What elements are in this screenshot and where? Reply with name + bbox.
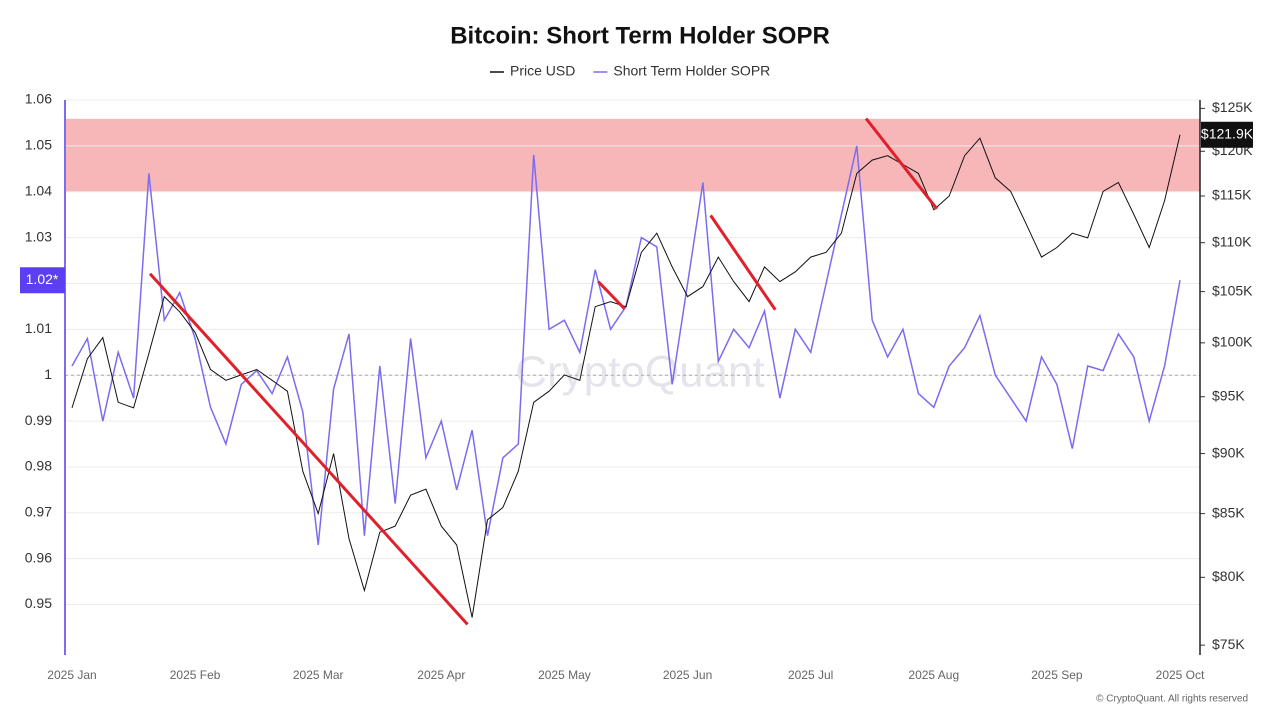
y-tick-label: 1.06	[25, 91, 52, 107]
y2-tick-label: $110K	[1212, 233, 1252, 249]
x-tick-label: 2025 Jan	[47, 668, 96, 682]
trend-line	[148, 272, 469, 626]
y2-marker	[1201, 121, 1253, 148]
y-tick-label: 1.03	[25, 228, 52, 244]
y-tick-label: 1.01	[25, 320, 52, 336]
x-tick-label: 2025 Aug	[908, 668, 959, 682]
x-tick-label: 2025 Mar	[293, 668, 344, 682]
y-tick-label: 0.98	[25, 458, 52, 474]
y-tick-label: 1.05	[25, 137, 52, 153]
legend-label: Price USD	[510, 63, 575, 79]
y2-tick-label: $75K	[1212, 636, 1245, 652]
y2-tick-label: $80K	[1212, 568, 1245, 584]
y2-tick-label: $90K	[1212, 444, 1245, 460]
y-tick-label: 1.04	[25, 182, 52, 198]
x-tick-label: 2025 Jun	[663, 668, 712, 682]
y2-marker-label: $121.9K	[1201, 125, 1254, 141]
y-tick-label: 0.95	[25, 595, 52, 611]
y-tick-label: 0.96	[25, 549, 52, 565]
x-tick-label: 2025 May	[538, 668, 591, 682]
chart-title: Bitcoin: Short Term Holder SOPR	[450, 22, 830, 49]
y-tick-label: 0.97	[25, 504, 52, 520]
band	[65, 118, 1200, 192]
trend-line	[597, 280, 626, 310]
y2-tick-label: $100K	[1212, 334, 1253, 350]
y2-tick-label: $125K	[1212, 99, 1253, 115]
x-tick-label: 2025 Oct	[1156, 668, 1205, 682]
y2-tick-label: $115K	[1212, 187, 1252, 203]
y-tick-label: 0.99	[25, 412, 52, 428]
watermark: CryptoQuant	[515, 348, 764, 397]
y-marker-label: 1.02*	[26, 271, 59, 287]
y2-tick-label: $95K	[1212, 387, 1245, 403]
x-tick-label: 2025 Jul	[788, 668, 833, 682]
series-line	[71, 134, 1181, 618]
y-tick-label: 1	[44, 366, 52, 382]
y2-tick-label: $105K	[1212, 282, 1253, 298]
legend-label: Short Term Holder SOPR	[613, 63, 770, 79]
series-line	[71, 145, 1181, 545]
x-tick-label: 2025 Feb	[170, 668, 221, 682]
footer: © CryptoQuant. All rights reserved	[1096, 694, 1248, 705]
x-tick-label: 2025 Sep	[1031, 668, 1083, 682]
y2-tick-label: $85K	[1212, 504, 1245, 520]
x-tick-label: 2025 Apr	[417, 668, 465, 682]
trend-line	[709, 214, 777, 311]
trend-line	[864, 117, 939, 210]
y-marker	[20, 267, 65, 294]
